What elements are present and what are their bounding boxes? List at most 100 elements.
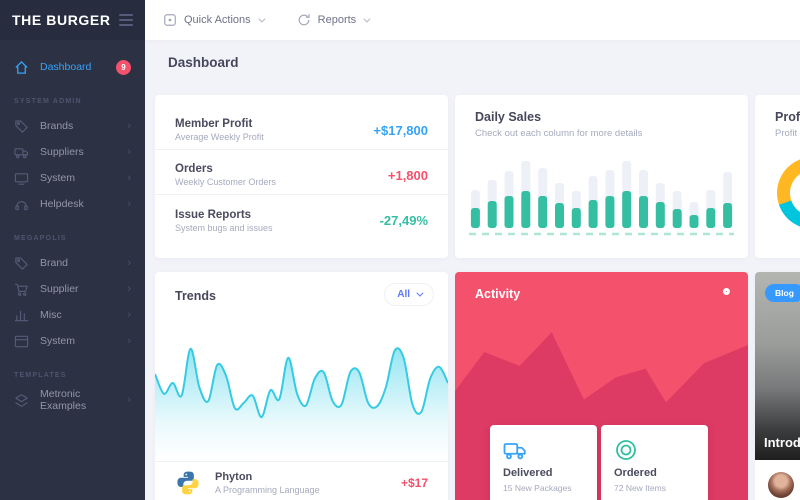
stat-value: +$17,800 xyxy=(373,122,428,138)
ordered-card[interactable]: Ordered 72 New Items xyxy=(601,425,708,500)
brand-bar: THE BURGER xyxy=(0,0,145,40)
bar-value xyxy=(571,208,581,228)
sidebar-menu: Dashboard 9 SYSTEM ADMIN Brands › Suppliers… xyxy=(0,40,145,413)
sidebar-item-brands[interactable]: Brands › xyxy=(0,113,145,139)
sidebar-item-label: Brand xyxy=(40,257,69,269)
sidebar-section-header: MEGAPOLIS xyxy=(14,235,67,242)
sidebar-item-label: Misc xyxy=(40,309,62,321)
chevron-down-icon xyxy=(363,15,371,23)
chevron-right-icon: › xyxy=(127,282,131,295)
bar-value xyxy=(555,203,564,228)
sidebar-item-dashboard[interactable]: Dashboard 9 xyxy=(0,54,145,80)
cart-icon xyxy=(14,282,29,297)
sidebar-item-metronic-examples[interactable]: Metronic Examples › xyxy=(0,387,145,413)
quick-actions-label: Quick Actions xyxy=(184,14,251,26)
author-avatar[interactable] xyxy=(768,472,794,498)
delivered-card[interactable]: Delivered 15 New Packages xyxy=(490,425,597,500)
quick-actions-dropdown[interactable]: Quick Actions xyxy=(163,13,266,27)
trends-line xyxy=(155,347,448,419)
bar-value xyxy=(504,196,514,228)
sidebar-item-misc[interactable]: Misc › xyxy=(0,302,145,328)
sidebar: THE BURGER Dashboard 9 SYSTEM ADMIN Brand… xyxy=(0,0,145,500)
stat-title: Issue Reports xyxy=(175,208,252,221)
stat-value: -27,49% xyxy=(379,213,428,228)
bar-value xyxy=(639,196,648,228)
bar-value xyxy=(605,196,615,228)
chevron-right-icon: › xyxy=(127,256,131,269)
daily-sales-card: Daily Sales Check out each column for mo… xyxy=(455,95,748,258)
truck-icon xyxy=(14,145,29,160)
chevron-right-icon: › xyxy=(127,171,131,184)
window-icon xyxy=(14,334,29,349)
sidebar-item-label: Dashboard xyxy=(40,61,92,73)
record-circle-icon[interactable] xyxy=(723,288,730,295)
stat-subtitle: System bugs and issues xyxy=(175,222,273,233)
stat-subtitle: Weekly Customer Orders xyxy=(175,177,276,187)
sidebar-item-helpdesk[interactable]: Helpdesk › xyxy=(0,191,145,217)
sidebar-item-brand[interactable]: Brand › xyxy=(0,250,145,276)
ordered-title: Ordered xyxy=(614,467,657,479)
headset-icon xyxy=(14,197,29,212)
sidebar-item-suppliers[interactable]: Suppliers › xyxy=(0,139,145,165)
activity-title: Activity xyxy=(475,287,521,301)
trends-line-chart xyxy=(155,347,448,460)
activity-card: Activity Delivered 15 New Packages Order… xyxy=(455,272,748,500)
stat-title: Orders xyxy=(175,163,213,175)
square-dot-icon xyxy=(163,13,177,27)
bar-value xyxy=(689,215,699,228)
layers-icon xyxy=(14,393,29,408)
blog-heading: Introducing xyxy=(764,435,800,450)
sidebar-item-supplier[interactable]: Supplier › xyxy=(0,276,145,302)
stat-row-member-profit: Member Profit Average Weekly Profit +$17,8… xyxy=(155,105,448,150)
ordered-subtitle: 72 New Items xyxy=(614,483,666,493)
trends-title: Trends xyxy=(175,289,216,303)
trend-item-name: Phyton xyxy=(215,471,253,483)
bar-value xyxy=(588,200,598,228)
profit-share-donut-chart xyxy=(777,157,800,229)
sidebar-section-header: TEMPLATES xyxy=(14,372,67,379)
trends-card: Trends All Phyton xyxy=(155,272,448,500)
sidebar-item-label: System xyxy=(40,172,76,184)
stat-value: +1,800 xyxy=(387,167,428,183)
bar-value xyxy=(622,191,632,228)
daily-sales-bar-chart xyxy=(469,161,734,236)
daily-sales-title: Daily Sales xyxy=(475,110,542,124)
stat-row-issue-reports: Issue Reports System bugs and issues -27,4… xyxy=(155,195,448,240)
circles-icon xyxy=(614,440,638,466)
daily-sales-subtitle: Check out each column for more details xyxy=(475,128,643,139)
python-logo-icon xyxy=(175,470,201,496)
chart-icon xyxy=(14,308,29,323)
sidebar-item-system[interactable]: System › xyxy=(0,328,145,354)
bar-value xyxy=(521,191,531,228)
hamburger-icon[interactable] xyxy=(119,14,133,26)
trends-filter-dropdown[interactable]: All xyxy=(384,283,434,306)
chevron-down-icon xyxy=(258,15,266,23)
sidebar-item-system[interactable]: System › xyxy=(0,165,145,191)
home-icon xyxy=(14,60,29,75)
sidebar-item-label: System xyxy=(40,335,76,347)
bar-value xyxy=(723,203,733,228)
monitor-icon xyxy=(14,171,29,186)
reports-dropdown[interactable]: Reports xyxy=(297,13,371,27)
trend-list-item[interactable]: Phyton A Programming Language +$17 xyxy=(175,470,428,496)
profit-share-subtitle: Profit Share between customers xyxy=(775,128,800,139)
chevron-right-icon: › xyxy=(127,393,131,406)
bar-value xyxy=(655,202,665,228)
sidebar-item-label: Suppliers xyxy=(40,146,84,158)
sidebar-item-label: Brands xyxy=(40,120,74,132)
refresh-icon xyxy=(297,13,311,27)
sidebar-item-label: Metronic Examples xyxy=(40,388,87,412)
stat-title: Member Profit xyxy=(175,118,253,130)
chevron-right-icon: › xyxy=(127,334,131,347)
chevron-right-icon: › xyxy=(127,197,131,210)
dashboard-badge: 9 xyxy=(116,59,131,75)
truck-icon xyxy=(503,443,527,466)
tag-icon xyxy=(14,256,29,271)
blog-card[interactable]: Blog Introducing xyxy=(755,272,800,500)
stat-row-orders: Orders Weekly Customer Orders +1,800 xyxy=(155,150,448,195)
sidebar-item-label: Helpdesk xyxy=(40,198,84,210)
bar-value xyxy=(672,209,682,228)
chevron-down-icon xyxy=(416,289,424,297)
profit-share-title: Profit Share xyxy=(775,110,800,124)
chevron-right-icon: › xyxy=(127,119,131,132)
